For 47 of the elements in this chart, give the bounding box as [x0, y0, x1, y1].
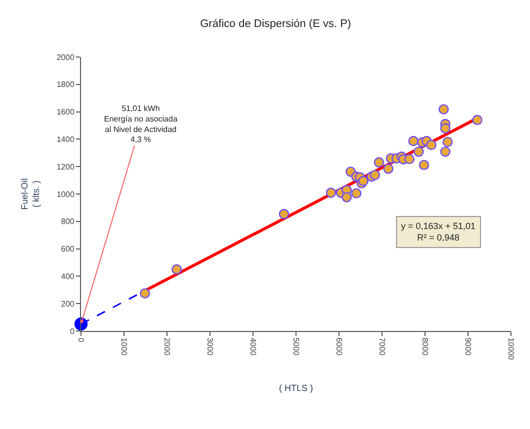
x-tick-label: 1000 [119, 338, 128, 356]
y-tick-label: 1400 [56, 135, 75, 144]
x-axis-title: ( HTLS ) [278, 383, 314, 394]
chart-title: Gráfico de Dispersión (E vs. P) [200, 18, 352, 30]
x-tick-label: 7000 [377, 338, 386, 356]
point [472, 114, 482, 126]
annotation: y = 0,163x + 51,01 R² = 0,948 [401, 221, 476, 243]
point [278, 208, 290, 220]
y-tick-label: 2000 [56, 52, 75, 62]
x-tick-label: 4000 [248, 338, 258, 356]
point [442, 136, 453, 148]
point [408, 136, 418, 146]
point [342, 192, 352, 202]
point [404, 154, 414, 164]
y-tick-label: 1800 [56, 80, 75, 90]
point [326, 188, 336, 198]
y-tick-label: 0 [70, 326, 75, 336]
point [140, 288, 150, 298]
y-tick-label: 400 [61, 272, 75, 281]
x-tick-label: 3000 [205, 338, 214, 356]
annotation: 51,01 kWh Energía no asociada al Nivel de Actividad 4,3 % [104, 104, 178, 144]
y-tick-label: 200 [61, 299, 75, 308]
x-tick-label: 8000 [420, 338, 430, 356]
point [438, 104, 449, 114]
x-tick-label: 0 [76, 338, 86, 343]
point [440, 123, 450, 134]
point [383, 164, 394, 174]
x-tick-label: 9000 [463, 338, 472, 356]
point [370, 170, 380, 180]
point [440, 146, 450, 157]
x-tick-label: 6000 [334, 338, 344, 356]
y-tick-label: 1200 [56, 162, 75, 172]
point [172, 264, 182, 274]
y-tick-label: 1000 [56, 190, 75, 199]
y-axis-title: Fuel-Oil ( klts. ) [19, 178, 41, 210]
point [374, 157, 384, 168]
point [351, 188, 362, 198]
point [358, 176, 368, 186]
x-tick-label: 10000 [506, 338, 516, 360]
point [418, 160, 430, 170]
x-tick-label: 5000 [291, 338, 300, 356]
y-tick-label: 600 [61, 244, 75, 254]
y-tick-label: 800 [61, 217, 75, 226]
point [414, 146, 424, 157]
point [426, 140, 436, 150]
x-tick-label: 2000 [162, 338, 172, 356]
y-tick-label: 1600 [56, 108, 75, 117]
